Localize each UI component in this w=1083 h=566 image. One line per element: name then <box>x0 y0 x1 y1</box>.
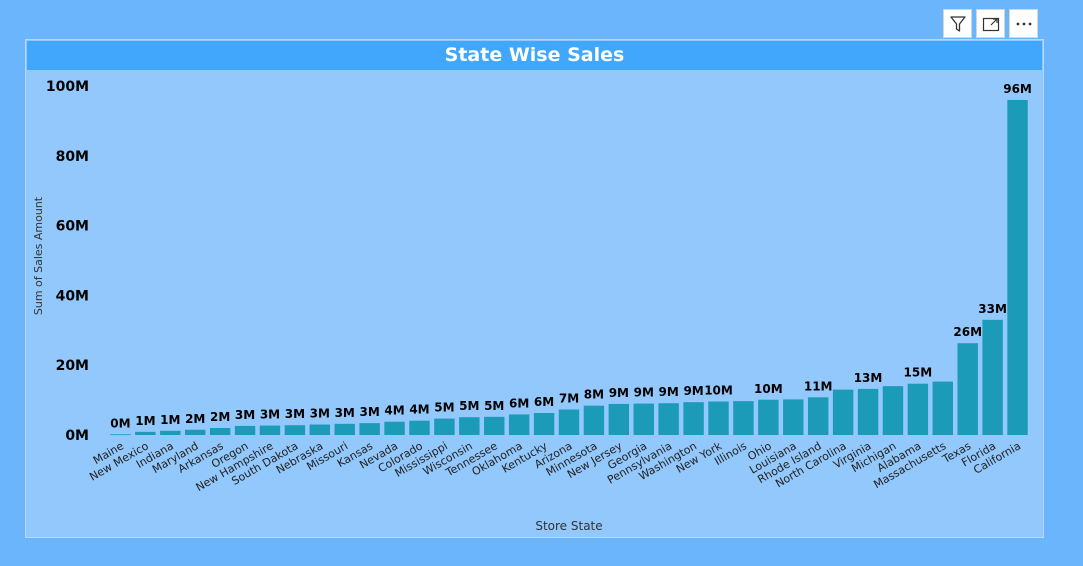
bar-arkansas[interactable] <box>209 428 231 435</box>
bar-virginia[interactable] <box>857 388 879 435</box>
data-label: 33M <box>978 302 1007 316</box>
data-label: 3M <box>310 407 330 421</box>
bar-south-dakota[interactable] <box>284 425 306 435</box>
bar-maryland[interactable] <box>185 429 206 435</box>
more-options-button[interactable] <box>1009 9 1038 38</box>
data-label: 3M <box>360 405 380 419</box>
bar-pennsylvania[interactable] <box>658 403 679 435</box>
bar-rhode-island[interactable] <box>807 397 829 435</box>
x-axis-title: Store State <box>535 519 602 533</box>
bar-mississippi[interactable] <box>434 418 455 435</box>
data-label: 1M <box>135 414 155 428</box>
more-options-icon <box>1016 22 1031 25</box>
data-label: 9M <box>683 384 703 398</box>
filter-icon <box>949 15 966 32</box>
bar-colorado[interactable] <box>409 420 430 435</box>
bar-maine[interactable] <box>110 434 131 436</box>
bar-illinois[interactable] <box>733 401 754 435</box>
data-label: 10M <box>754 382 783 396</box>
y-tick-label: 20M <box>56 358 89 374</box>
data-label: 26M <box>953 325 982 339</box>
bar-georgia[interactable] <box>633 403 654 435</box>
bar-tennessee[interactable] <box>484 416 505 435</box>
data-label: 3M <box>285 407 305 421</box>
data-label: 10M <box>704 384 733 398</box>
data-label: 5M <box>434 401 454 415</box>
data-label: 0M <box>110 416 130 430</box>
bar-oklahoma[interactable] <box>508 414 530 435</box>
bar-wisconsin[interactable] <box>459 417 480 435</box>
bar-florida[interactable] <box>982 319 1003 435</box>
data-label: 9M <box>634 386 654 400</box>
data-label: 13M <box>854 371 883 385</box>
bar-new-mexico[interactable] <box>135 431 156 435</box>
bar-alabama[interactable] <box>907 383 929 435</box>
y-tick-label: 100M <box>46 79 89 95</box>
bar-california[interactable] <box>1007 99 1028 436</box>
data-label: 5M <box>459 399 479 413</box>
bar-nebraska[interactable] <box>309 424 331 435</box>
data-label: 5M <box>484 399 504 413</box>
bar-ohio[interactable] <box>758 399 779 435</box>
bar-new-jersey[interactable] <box>608 403 630 435</box>
data-label: 2M <box>185 412 205 426</box>
y-tick-label: 60M <box>56 219 89 235</box>
data-label: 3M <box>235 408 255 422</box>
bar-indiana[interactable] <box>160 430 181 435</box>
chart-title: State Wise Sales <box>27 41 1042 70</box>
bar-nevada[interactable] <box>384 421 405 435</box>
data-label: 15M <box>904 366 933 380</box>
data-label: 4M <box>409 403 429 417</box>
data-label: 6M <box>509 396 529 410</box>
y-tick-label: 40M <box>56 288 89 304</box>
data-label: 4M <box>384 404 404 418</box>
bar-new-hampshire[interactable] <box>259 425 281 435</box>
bar-texas[interactable] <box>957 343 978 435</box>
data-label: 3M <box>335 406 355 420</box>
data-label: 8M <box>584 388 604 402</box>
bar-arizona[interactable] <box>558 409 580 435</box>
bar-missouri[interactable] <box>334 423 355 435</box>
bar-michigan[interactable] <box>882 386 904 435</box>
bar-north-carolina[interactable] <box>832 389 854 435</box>
y-tick-label: 0M <box>65 428 89 444</box>
data-label: 9M <box>659 385 679 399</box>
bar-new-york[interactable] <box>708 401 729 436</box>
bar-kansas[interactable] <box>359 423 380 435</box>
filter-button[interactable] <box>943 9 972 38</box>
data-label: 6M <box>534 395 554 409</box>
data-label: 1M <box>160 413 180 427</box>
bar-washington[interactable] <box>683 402 704 435</box>
data-label: 3M <box>260 408 280 422</box>
bar-minnesota[interactable] <box>583 405 605 435</box>
focus-mode-icon <box>982 17 999 31</box>
data-label: 11M <box>804 379 833 393</box>
data-label: 9M <box>609 386 629 400</box>
bar-louisiana[interactable] <box>783 399 804 435</box>
focus-mode-button[interactable] <box>976 9 1005 38</box>
data-label: 7M <box>559 392 579 406</box>
data-label: 96M <box>1003 82 1032 96</box>
bar-massachusetts[interactable] <box>932 381 953 435</box>
bar-kentucky[interactable] <box>533 413 555 435</box>
bar-chart-visual[interactable]: State Wise Sales <box>25 39 1044 538</box>
data-label: 2M <box>210 410 230 424</box>
visual-header-toolbar <box>943 9 1038 38</box>
y-tick-label: 80M <box>56 149 89 165</box>
y-axis-title: Sum of Sales Amount <box>32 196 45 315</box>
bar-oregon[interactable] <box>234 425 256 435</box>
